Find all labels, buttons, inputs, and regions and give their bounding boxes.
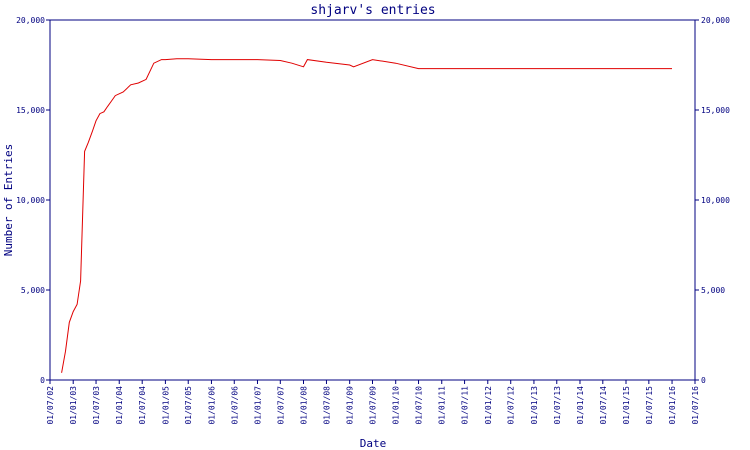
x-tick-label: 01/01/16 [668,386,677,425]
x-tick-label: 01/01/12 [484,386,493,425]
y-tick-label-right: 20,000 [701,16,730,25]
x-tick-label: 01/01/11 [438,386,447,425]
x-tick-label: 01/07/07 [276,386,285,425]
x-tick-label: 01/01/13 [530,386,539,425]
x-tick-label: 01/01/14 [576,386,585,425]
x-tick-label: 01/01/09 [346,386,355,425]
y-axis-label: Number of Entries [2,144,15,257]
x-tick-label: 01/07/15 [645,386,654,425]
x-tick-label: 01/01/04 [115,386,124,425]
x-tick-label: 01/07/05 [184,386,193,425]
x-tick-label: 01/07/10 [415,386,424,425]
x-tick-label: 01/01/08 [300,386,309,425]
y-tick-label-left: 20,000 [16,16,45,25]
x-axis: 01/07/02 01/01/03 01/07/03 01/01/04 01/07/04… [46,380,700,425]
x-tick-label: 01/01/06 [207,386,216,425]
x-tick-label: 01/07/09 [369,386,378,425]
x-tick-label: 01/07/03 [92,386,101,425]
x-tick-label: 01/07/13 [553,386,562,425]
x-tick-label: 01/07/11 [461,386,470,425]
x-tick-label: 01/01/07 [253,386,262,425]
y-tick-label-left: 0 [40,376,45,385]
x-tick-label: 01/01/05 [161,386,170,425]
series-line [61,58,672,373]
x-tick-label: 01/01/10 [392,386,401,425]
y-tick-label-right: 5,000 [701,286,725,295]
x-tick-label: 01/01/15 [622,386,631,425]
y-tick-label-left: 5,000 [21,286,45,295]
x-tick-label: 01/07/16 [691,386,700,425]
x-tick-label: 01/01/03 [69,386,78,425]
x-tick-label: 01/07/06 [230,386,239,425]
y-tick-label-right: 15,000 [701,106,730,115]
x-tick-label: 01/07/12 [507,386,516,425]
y-tick-label-right: 10,000 [701,196,730,205]
x-tick-label: 01/07/02 [46,386,55,425]
x-tick-label: 01/07/14 [599,386,608,425]
y-tick-label-right: 0 [701,376,706,385]
y-tick-label-left: 10,000 [16,196,45,205]
x-axis-label: Date [360,437,387,450]
y-axis: 0 0 5,000 5,000 10,000 10,000 15,000 15,000 20,0… [16,16,730,385]
chart-title: shjarv's entries [310,3,435,18]
y-tick-label-left: 15,000 [16,106,45,115]
plot-frame [49,19,696,381]
x-tick-label: 01/07/04 [138,386,147,425]
x-tick-label: 01/07/08 [322,386,331,425]
